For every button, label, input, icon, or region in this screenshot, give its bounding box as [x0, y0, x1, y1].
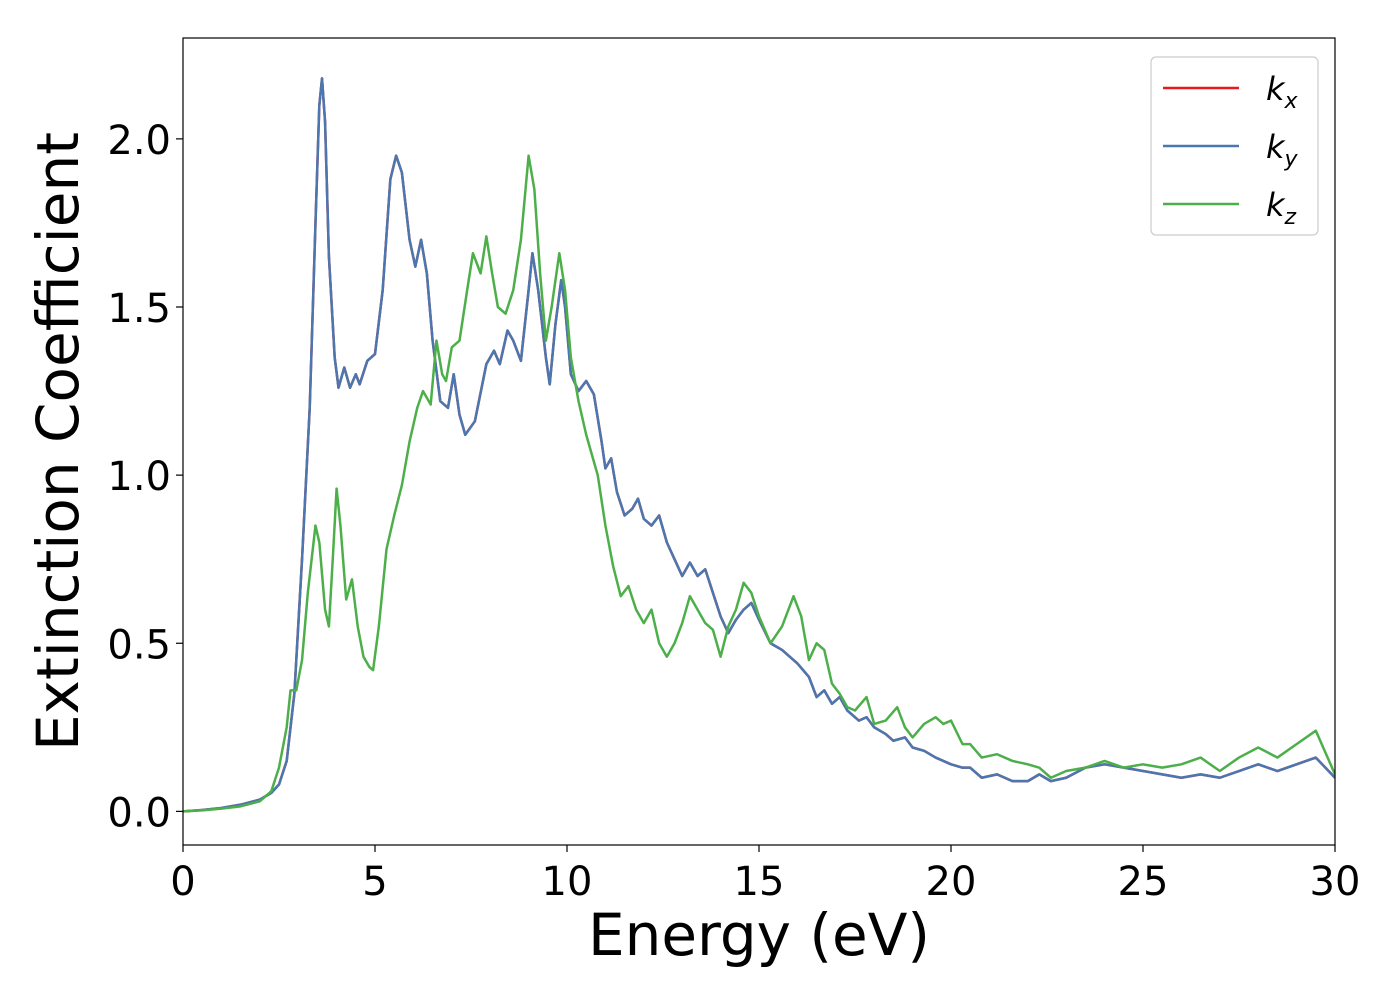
x-tick-label: 10 — [542, 859, 593, 905]
x-tick-label: 0 — [170, 859, 195, 905]
legend: kx ky kz — [1150, 56, 1319, 236]
y-tick-label: 0.5 — [107, 622, 171, 668]
x-tick-label: 25 — [1118, 859, 1169, 905]
y-axis-title: Extinction Coefficient — [24, 132, 92, 751]
legend-label-y: ky — [1266, 128, 1299, 172]
x-tick-label: 20 — [926, 859, 977, 905]
y-axis: 0.0 0.5 1.0 1.5 2.0 — [107, 118, 183, 836]
series-line-z — [183, 154, 1335, 813]
x-axis: 0 5 10 15 20 25 30 — [170, 845, 1360, 905]
x-tick-label: 30 — [1310, 859, 1361, 905]
y-tick-label: 0.0 — [107, 790, 171, 836]
y-tick-label: 1.0 — [107, 454, 171, 500]
x-tick-label: 5 — [362, 859, 387, 905]
y-tick-label: 1.5 — [107, 286, 171, 332]
series-layer — [183, 77, 1335, 813]
x-axis-title: Energy (eV) — [588, 901, 930, 969]
legend-label-x: kx — [1266, 70, 1299, 114]
series-line-y — [183, 77, 1335, 813]
y-tick-label: 2.0 — [107, 118, 171, 164]
legend-label-z: kz — [1266, 186, 1297, 230]
x-tick-label: 15 — [734, 859, 785, 905]
